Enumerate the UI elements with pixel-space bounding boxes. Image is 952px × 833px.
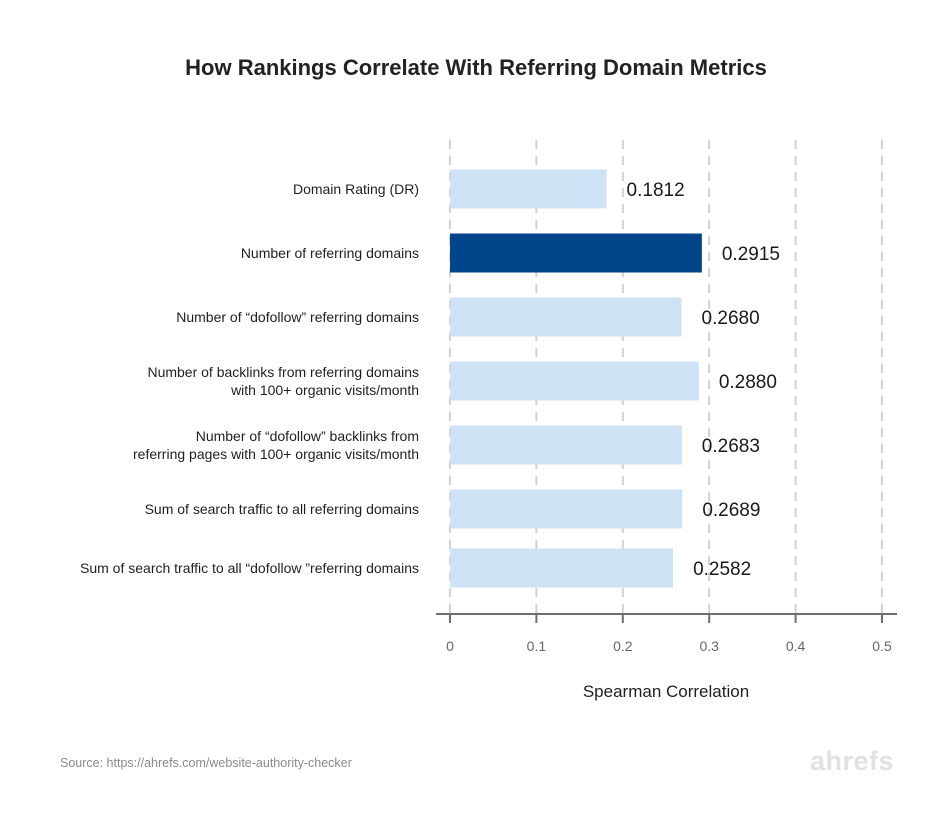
bar	[450, 169, 607, 209]
value-label: 0.2689	[702, 500, 760, 521]
x-tick-label: 0.5	[872, 638, 892, 654]
x-tick-label: 0.3	[699, 638, 719, 654]
category-label: Number of referring domains	[241, 245, 419, 261]
value-labels: 0.1812 0.2915 0.2680 0.2880 0.2683 0.2689 0.25…	[627, 180, 780, 580]
bar	[450, 489, 683, 529]
category-label-line: with 100+ organic visits/month	[230, 382, 419, 398]
x-tick-label: 0	[446, 638, 454, 654]
category-label: Number of “dofollow” referring domains	[176, 309, 419, 325]
category-label-line: Number of “dofollow” referring domains	[176, 309, 419, 325]
category-label-line: Sum of search traffic to all referring d…	[145, 501, 419, 517]
bar	[450, 361, 699, 401]
bar	[450, 425, 682, 465]
category-label-line: Number of “dofollow” backlinks from	[196, 428, 419, 444]
x-axis: 0 0.1 0.2 0.3 0.4 0.5	[436, 613, 897, 654]
category-label-line: Number of backlinks from referring domai…	[147, 364, 419, 380]
category-label: Number of “dofollow” backlinks from refer…	[133, 428, 419, 462]
category-label-line: Domain Rating (DR)	[293, 181, 419, 197]
category-label: Sum of search traffic to all “dofollow ”…	[80, 560, 419, 576]
bar	[450, 297, 682, 337]
category-label-line: Number of referring domains	[241, 245, 419, 261]
value-label: 0.2880	[719, 372, 777, 393]
bar	[450, 233, 702, 273]
chart-title: How Rankings Correlate With Referring Do…	[185, 55, 767, 80]
category-label: Domain Rating (DR)	[293, 181, 419, 197]
category-label: Sum of search traffic to all referring d…	[145, 501, 419, 517]
category-label: Number of backlinks from referring domai…	[147, 364, 419, 398]
value-label: 0.1812	[627, 180, 685, 201]
value-label: 0.2915	[722, 244, 780, 265]
value-label: 0.2683	[702, 436, 760, 457]
x-tick-label: 0.2	[613, 638, 633, 654]
x-tick-label: 0.1	[527, 638, 547, 654]
x-axis-title: Spearman Correlation	[582, 682, 750, 701]
value-label: 0.2582	[693, 559, 751, 580]
category-labels: Domain Rating (DR) Number of referring do…	[80, 181, 419, 576]
x-tick-label: 0.4	[786, 638, 806, 654]
bar	[450, 548, 674, 588]
source-note: Source: https://ahrefs.com/website-autho…	[60, 756, 352, 770]
bars	[450, 169, 702, 588]
value-label: 0.2680	[702, 308, 760, 329]
category-label-line: Sum of search traffic to all “dofollow ”…	[80, 560, 419, 576]
ahrefs-logo: ahrefs	[809, 746, 894, 776]
category-label-line: referring pages with 100+ organic visits…	[133, 446, 419, 462]
